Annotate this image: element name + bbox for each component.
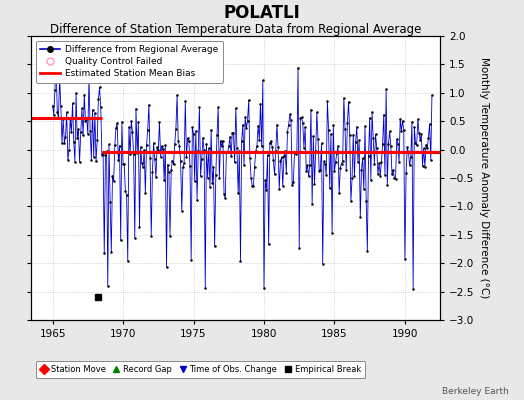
Y-axis label: Monthly Temperature Anomaly Difference (°C): Monthly Temperature Anomaly Difference (… — [479, 57, 489, 299]
Legend: Station Move, Record Gap, Time of Obs. Change, Empirical Break: Station Move, Record Gap, Time of Obs. C… — [36, 361, 365, 378]
Text: POLATLI: POLATLI — [224, 4, 300, 22]
Title: Difference of Station Temperature Data from Regional Average: Difference of Station Temperature Data f… — [50, 23, 421, 36]
Text: Berkeley Earth: Berkeley Earth — [442, 387, 508, 396]
